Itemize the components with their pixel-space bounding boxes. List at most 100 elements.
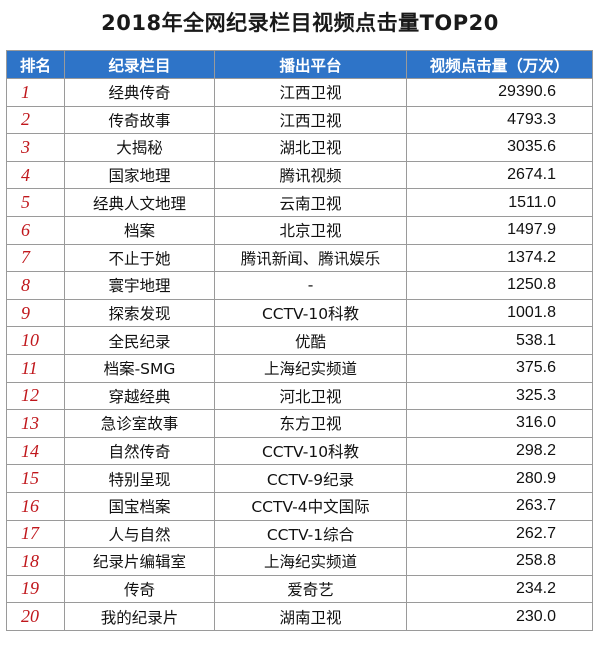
table-row: 20 我的纪录片 湖南卫视 230.0 (6, 602, 593, 631)
platform-cell: 上海纪实频道 (214, 353, 407, 383)
views-cell: 262.7 (406, 519, 593, 549)
platform-cell: 上海纪实频道 (214, 547, 407, 576)
table-row: 5 经典人文地理 云南卫视 1511.0 (6, 188, 593, 217)
rank-cell: 7 (6, 243, 65, 273)
views-cell: 538.1 (406, 326, 593, 355)
views-cell: 2674.1 (406, 160, 593, 190)
platform-cell: CCTV-4中文国际 (214, 491, 407, 521)
platform-cell: 东方卫视 (214, 409, 407, 438)
platform-cell: 云南卫视 (214, 188, 407, 217)
views-cell: 3035.6 (406, 133, 593, 162)
views-cell: 258.8 (406, 547, 593, 576)
program-cell: 经典人文地理 (64, 188, 215, 217)
platform-cell: 江西卫视 (214, 78, 407, 107)
program-cell: 自然传奇 (64, 436, 215, 466)
rank-cell: 16 (6, 491, 65, 521)
table-row: 16 国宝档案 CCTV-4中文国际 263.7 (6, 491, 593, 521)
rank-cell: 17 (6, 519, 65, 549)
program-cell: 国宝档案 (64, 491, 215, 521)
platform-cell: 河北卫视 (214, 381, 407, 411)
ranking-table: 排名 纪录栏目 播出平台 视频点击量（万次） 1 经典传奇 江西卫视 29390.6 2… (6, 50, 593, 631)
rank-cell: 11 (6, 353, 65, 383)
table-row: 4 国家地理 腾讯视频 2674.1 (6, 160, 593, 190)
views-cell: 375.6 (406, 353, 593, 383)
program-cell: 急诊室故事 (64, 409, 215, 438)
program-cell: 特别呈现 (64, 464, 215, 493)
table-row: 7 不止于她 腾讯新闻、腾讯娱乐 1374.2 (6, 243, 593, 273)
program-cell: 大揭秘 (64, 133, 215, 162)
header-program: 纪录栏目 (64, 50, 215, 79)
table-row: 18 纪录片编辑室 上海纪实频道 258.8 (6, 547, 593, 576)
table-row: 11 档案-SMG 上海纪实频道 375.6 (6, 353, 593, 383)
header-views: 视频点击量（万次） (406, 50, 593, 79)
views-cell: 1001.8 (406, 298, 593, 328)
table-row: 15 特别呈现 CCTV-9纪录 280.9 (6, 464, 593, 493)
program-cell: 全民纪录 (64, 326, 215, 355)
views-cell: 1250.8 (406, 271, 593, 300)
table-row: 2 传奇故事 江西卫视 4793.3 (6, 105, 593, 135)
rank-cell: 9 (6, 298, 65, 328)
platform-cell: CCTV-10科教 (214, 298, 407, 328)
views-cell: 29390.6 (406, 78, 593, 107)
program-cell: 人与自然 (64, 519, 215, 549)
rank-cell: 10 (6, 326, 65, 355)
views-cell: 1511.0 (406, 188, 593, 217)
platform-cell: CCTV-10科教 (214, 436, 407, 466)
views-cell: 316.0 (406, 409, 593, 438)
table-row: 10 全民纪录 优酷 538.1 (6, 326, 593, 355)
views-cell: 280.9 (406, 464, 593, 493)
program-cell: 经典传奇 (64, 78, 215, 107)
table-row: 12 穿越经典 河北卫视 325.3 (6, 381, 593, 411)
platform-cell: 江西卫视 (214, 105, 407, 135)
table-row: 8 寰宇地理 -1250.8 (6, 271, 593, 300)
header-rank: 排名 (6, 50, 65, 79)
views-cell: 1374.2 (406, 243, 593, 273)
views-cell: 1497.9 (406, 215, 593, 245)
table-row: 6 档案 北京卫视 1497.9 (6, 215, 593, 245)
program-cell: 寰宇地理 (64, 271, 215, 300)
table-row: 9 探索发现 CCTV-10科教 1001.8 (6, 298, 593, 328)
program-cell: 探索发现 (64, 298, 215, 328)
table-row: 1 经典传奇 江西卫视 29390.6 (6, 78, 593, 107)
table-header-row: 排名 纪录栏目 播出平台 视频点击量（万次） (6, 50, 593, 79)
rank-cell: 15 (6, 464, 65, 493)
table-row: 13 急诊室故事 东方卫视 316.0 (6, 409, 593, 438)
views-cell: 263.7 (406, 491, 593, 521)
rank-cell: 2 (6, 105, 65, 135)
platform-cell: 腾讯视频 (214, 160, 407, 190)
platform-cell: 爱奇艺 (214, 574, 407, 604)
platform-cell: 北京卫视 (214, 215, 407, 245)
platform-cell: CCTV-9纪录 (214, 464, 407, 493)
views-cell: 234.2 (406, 574, 593, 604)
program-cell: 我的纪录片 (64, 602, 215, 631)
rank-cell: 8 (6, 271, 65, 300)
views-cell: 4793.3 (406, 105, 593, 135)
views-cell: 298.2 (406, 436, 593, 466)
rank-cell: 18 (6, 547, 65, 576)
rank-cell: 5 (6, 188, 65, 217)
views-cell: 230.0 (406, 602, 593, 631)
platform-cell: CCTV-1综合 (214, 519, 407, 549)
rank-cell: 1 (6, 78, 65, 107)
platform-cell: - (214, 271, 407, 300)
rank-cell: 14 (6, 436, 65, 466)
program-cell: 穿越经典 (64, 381, 215, 411)
program-cell: 不止于她 (64, 243, 215, 273)
header-platform: 播出平台 (214, 50, 407, 79)
rank-cell: 12 (6, 381, 65, 411)
program-cell: 传奇故事 (64, 105, 215, 135)
platform-cell: 湖北卫视 (214, 133, 407, 162)
rank-cell: 4 (6, 160, 65, 190)
table-row: 19 传奇 爱奇艺 234.2 (6, 574, 593, 604)
rank-cell: 13 (6, 409, 65, 438)
platform-cell: 腾讯新闻、腾讯娱乐 (214, 243, 407, 273)
program-cell: 国家地理 (64, 160, 215, 190)
rank-cell: 19 (6, 574, 65, 604)
program-cell: 档案-SMG (64, 353, 215, 383)
rank-cell: 6 (6, 215, 65, 245)
program-cell: 档案 (64, 215, 215, 245)
program-cell: 纪录片编辑室 (64, 547, 215, 576)
platform-cell: 优酷 (214, 326, 407, 355)
platform-cell: 湖南卫视 (214, 602, 407, 631)
rank-cell: 20 (6, 602, 65, 631)
